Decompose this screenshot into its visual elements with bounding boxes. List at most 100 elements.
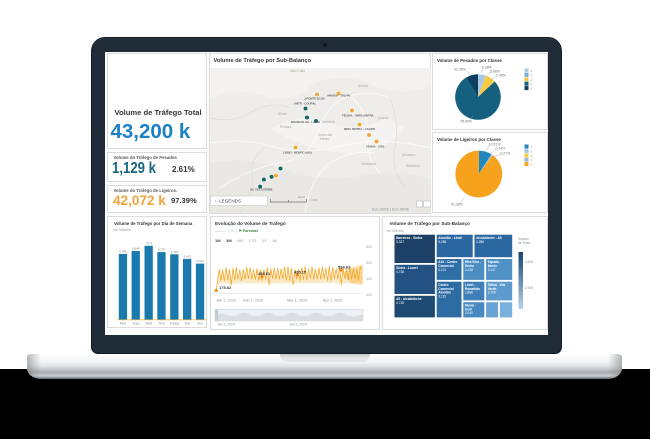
svg-text:7,075: 7,075 <box>145 241 153 245</box>
svg-text:5.68%: 5.68% <box>490 69 500 73</box>
svg-text:Alcabideche - A5: Alcabideche - A5 <box>476 235 502 239</box>
svg-text:2,886: 2,886 <box>464 290 472 294</box>
svg-text:4,286: 4,286 <box>438 239 446 243</box>
svg-text:2 km: 2 km <box>298 195 305 199</box>
svg-text:Rodava: Rodava <box>280 125 292 129</box>
svg-text:3,115: 3,115 <box>438 294 446 298</box>
svg-text:Memória: Memória <box>322 120 335 124</box>
svg-text:Esri, HERE | Esri, HERE: Esri, HERE | Esri, HERE <box>372 207 410 211</box>
svg-text:3: 3 <box>531 154 533 158</box>
svg-text:0.24%: 0.24% <box>496 147 506 151</box>
svg-text:Volume: Volume <box>518 237 529 241</box>
svg-text:4,101: 4,101 <box>438 268 446 272</box>
svg-text:Jan 1, 2020: Jan 1, 2020 <box>216 298 236 302</box>
svg-text:Ramalhão: Ramalhão <box>464 286 479 290</box>
svg-text:Mon: Mon <box>119 321 126 325</box>
svg-text:Verde: Verde <box>487 286 496 290</box>
svg-text:Minas: Minas <box>320 137 329 141</box>
svg-text:1: 1 <box>531 145 533 149</box>
svg-text:Feb 1, 2020: Feb 1, 2020 <box>243 298 263 302</box>
svg-text:538.62: 538.62 <box>338 264 351 269</box>
svg-text:6,415: 6,415 <box>183 254 191 258</box>
svg-text:Mira Eixo -: Mira Eixo - <box>464 260 480 264</box>
svg-text:486.61: 486.61 <box>258 271 271 276</box>
svg-text:Alcoitão - Lintel: Alcoitão - Lintel <box>438 235 462 239</box>
svg-text:Amadora: Amadora <box>402 153 416 157</box>
svg-text:2: 2 <box>531 69 533 73</box>
svg-text:Comercial: Comercial <box>438 264 454 268</box>
svg-text:ANADIA - TALHAL: ANADIA - TALHAL <box>327 93 352 97</box>
svg-text:7.48%: 7.48% <box>496 73 506 77</box>
svg-text:Talhal - Vila: Talhal - Vila <box>487 282 505 286</box>
svg-text:91.39%: 91.39% <box>451 203 463 207</box>
svg-text:SENHA - CRIL: SENHA - CRIL <box>366 144 385 148</box>
svg-text:A5 - Alcabideche: A5 - Alcabideche <box>396 297 422 301</box>
svg-text:Tapada -: Tapada - <box>487 260 500 264</box>
svg-text:AV. VILLAVERDE: AV. VILLAVERDE <box>250 187 273 191</box>
svg-text:3,248: 3,248 <box>464 268 472 272</box>
svg-text:Mar 1, 2020: Mar 1, 2020 <box>287 298 307 302</box>
svg-text:6,748: 6,748 <box>170 249 178 253</box>
svg-text:› LEGENDS: › LEGENDS <box>215 198 241 203</box>
svg-text:400: 400 <box>366 277 372 281</box>
svg-text:10.91%: 10.91% <box>489 143 501 147</box>
svg-text:6,848: 6,848 <box>132 246 140 250</box>
svg-text:78.94%: 78.94% <box>460 119 472 123</box>
svg-text:Monte -: Monte - <box>464 303 475 307</box>
svg-text:600: 600 <box>366 245 372 249</box>
svg-text:Wed: Wed <box>145 321 152 325</box>
svg-text:495.15: 495.15 <box>294 269 307 274</box>
svg-text:Rabizeira: Rabizeira <box>406 164 420 168</box>
svg-text:6: 6 <box>531 86 533 90</box>
svg-text:175.82: 175.82 <box>219 285 232 290</box>
svg-text:TELHAL - MIRA SINTRA: TELHAL - MIRA SINTRA <box>342 113 374 117</box>
svg-text:2,705: 2,705 <box>487 290 495 294</box>
svg-text:2,040: 2,040 <box>464 311 472 315</box>
svg-text:0.27%: 0.27% <box>501 152 511 156</box>
svg-text:Sintra: Sintra <box>278 112 287 116</box>
svg-text:5,327: 5,327 <box>396 239 404 243</box>
svg-text:Sintra - Lourel: Sintra - Lourel <box>396 266 418 270</box>
svg-text:Serra das: Serra das <box>318 133 333 137</box>
svg-text:Mau Chão: Mau Chão <box>290 69 305 73</box>
svg-text:Alcoitão: Alcoitão <box>438 290 451 294</box>
svg-text:Belzonna: Belzonna <box>362 162 376 166</box>
svg-text:3,147: 3,147 <box>487 268 495 272</box>
svg-text:Sintra: Sintra <box>464 264 473 268</box>
svg-text:Comercial: Comercial <box>438 286 454 290</box>
svg-text:Barreiros - Sintra: Barreiros - Sintra <box>396 235 422 239</box>
svg-text:Monte: Monte <box>487 264 497 268</box>
svg-text:4,738: 4,738 <box>396 269 404 273</box>
svg-text:3: 3 <box>531 73 533 77</box>
svg-text:Tues: Tues <box>132 321 140 325</box>
svg-text:6,772: 6,772 <box>157 247 165 251</box>
svg-text:4,738: 4,738 <box>396 300 404 304</box>
svg-text:Sat: Sat <box>184 321 189 325</box>
svg-text:Sun: Sun <box>197 321 203 325</box>
svg-text:4: 4 <box>531 158 533 162</box>
svg-text:4,000: 4,000 <box>525 260 533 264</box>
svg-text:ANTR - COURAL: ANTR - COURAL <box>294 101 317 105</box>
svg-text:Centro: Centro <box>438 282 448 286</box>
svg-text:2: 2 <box>531 149 533 153</box>
svg-text:300: 300 <box>366 293 372 297</box>
svg-text:4: 4 <box>531 77 533 81</box>
svg-text:Jan 1, 2020: Jan 1, 2020 <box>217 322 235 326</box>
svg-text:42.35%: 42.35% <box>454 67 466 71</box>
svg-text:Apr 1, 2020: Apr 1, 2020 <box>323 298 343 302</box>
svg-text:MIRA SINTRA - CACEM: MIRA SINTRA - CACEM <box>344 127 376 131</box>
svg-text:A16 - Centro: A16 - Centro <box>438 260 457 264</box>
svg-text:5: 5 <box>531 82 533 86</box>
svg-text:Zona: Zona <box>310 198 318 202</box>
svg-text:Friday: Friday <box>169 321 179 325</box>
svg-text:J.PONTE (IC19): J.PONTE (IC19) <box>304 96 325 100</box>
svg-text:BRANCOLAS - LINDO: BRANCOLAS - LINDO <box>291 120 321 124</box>
svg-text:LISBO - BENFICA(A5): LISBO - BENFICA(A5) <box>283 150 312 154</box>
svg-text:Km0: Km0 <box>464 307 471 311</box>
svg-text:5: 5 <box>531 163 533 167</box>
svg-text:2,000: 2,000 <box>525 286 533 290</box>
svg-text:6,788: 6,788 <box>119 249 127 253</box>
svg-text:500: 500 <box>366 261 372 265</box>
svg-text:4,286: 4,286 <box>476 239 484 243</box>
svg-text:Arruda: Arruda <box>358 84 368 88</box>
